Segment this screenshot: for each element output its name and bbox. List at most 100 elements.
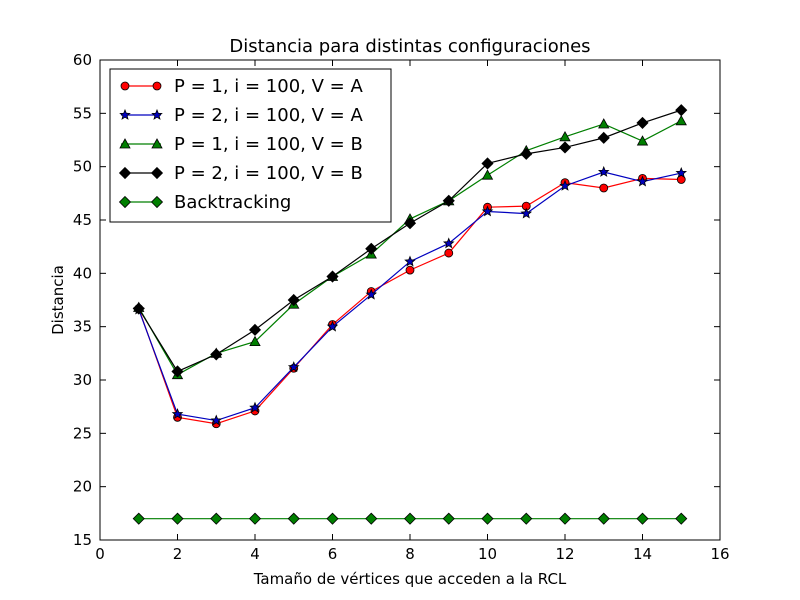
x-tick-label: 16	[710, 545, 729, 563]
legend-marker	[152, 81, 162, 91]
x-tick-label: 14	[633, 545, 652, 563]
data-point	[248, 323, 262, 336]
data-point	[442, 512, 455, 525]
legend-marker	[119, 138, 131, 149]
y-tick-label: 30	[73, 371, 92, 389]
data-point	[636, 512, 649, 525]
legend-label: P = 2, i = 100, V = A	[174, 105, 363, 126]
data-point	[249, 401, 261, 413]
y-tick-label: 35	[73, 318, 92, 336]
data-point	[326, 320, 339, 332]
data-point	[481, 169, 494, 180]
data-point	[520, 147, 533, 160]
data-point	[210, 512, 223, 525]
data-point	[210, 348, 223, 361]
data-point	[403, 217, 417, 230]
data-point	[365, 288, 378, 300]
data-point	[636, 175, 649, 187]
x-tick-label: 0	[95, 545, 105, 563]
data-point	[520, 207, 533, 219]
data-point	[598, 118, 610, 129]
data-point	[171, 408, 184, 420]
legend-marker	[151, 138, 163, 149]
legend-marker	[150, 166, 164, 180]
legend-label: P = 1, i = 100, V = B	[174, 134, 363, 155]
data-point	[675, 114, 687, 126]
legend-item: P = 2, i = 100, V = A	[119, 105, 363, 126]
data-point	[559, 179, 571, 191]
y-axis-label: Distancia	[49, 265, 67, 335]
y-tick-label: 55	[73, 104, 92, 122]
data-point	[404, 255, 416, 267]
legend-label: P = 1, i = 100, V = A	[174, 76, 363, 97]
data-point	[675, 512, 688, 525]
data-point	[442, 194, 455, 207]
legend-item: P = 1, i = 100, V = A	[120, 76, 363, 97]
data-point	[597, 131, 610, 144]
legend-marker	[119, 108, 131, 120]
chart-title: Distancia para distintas configuraciones	[229, 36, 590, 57]
data-point	[481, 205, 494, 217]
data-point	[558, 141, 572, 154]
x-tick-label: 12	[555, 545, 574, 563]
legend-marker	[118, 166, 132, 180]
data-point	[559, 130, 571, 142]
data-point	[365, 242, 378, 255]
x-tick-label: 8	[405, 545, 415, 563]
data-point	[365, 512, 378, 525]
legend-label: P = 2, i = 100, V = B	[174, 163, 363, 184]
x-tick-label: 10	[478, 545, 497, 563]
x-axis-label: Tamaño de vértices que acceden a la RCL	[253, 570, 567, 588]
data-point	[132, 302, 145, 315]
data-point	[597, 512, 610, 525]
data-point	[171, 365, 184, 378]
y-tick-label: 40	[73, 264, 92, 282]
x-tick-label: 4	[250, 545, 260, 563]
legend-item: Backtracking	[118, 192, 291, 213]
data-point	[171, 512, 184, 525]
data-point	[442, 237, 455, 249]
series-5	[132, 512, 688, 525]
y-tick-label: 50	[73, 158, 92, 176]
legend-marker	[151, 108, 163, 120]
legend-marker	[118, 195, 132, 209]
data-point	[675, 104, 688, 117]
y-tick-label: 20	[73, 478, 92, 496]
plot-area: 0 2 4 6 8 10 12 14 16 15 20 25 30 35 40 45 50 55 60	[73, 51, 730, 563]
data-point	[287, 293, 300, 307]
x-tick-label: 6	[328, 545, 338, 563]
data-point	[558, 512, 572, 525]
legend-marker	[150, 195, 164, 209]
y-tick-label: 15	[73, 531, 92, 549]
data-point	[210, 414, 223, 426]
series-4	[132, 104, 688, 378]
legend-label: Backtracking	[174, 192, 291, 213]
data-point	[249, 335, 261, 347]
series-2	[132, 165, 688, 426]
data-point	[597, 165, 610, 177]
data-point	[287, 361, 300, 373]
data-point	[132, 512, 145, 525]
data-point	[636, 116, 649, 129]
data-point	[599, 183, 609, 193]
data-point	[636, 135, 649, 146]
data-point	[287, 512, 300, 525]
data-point	[481, 157, 494, 170]
data-point	[403, 512, 417, 525]
data-point	[444, 248, 454, 258]
x-tick-label: 2	[173, 545, 183, 563]
data-point	[326, 270, 339, 283]
legend-item: P = 1, i = 100, V = B	[119, 134, 363, 155]
y-tick-label: 60	[73, 51, 92, 69]
y-tick-label: 25	[73, 424, 92, 442]
data-point	[675, 166, 688, 178]
data-point	[326, 512, 339, 525]
y-tick-label: 45	[73, 211, 92, 229]
legend: P = 1, i = 100, V = A P = 2, i = 100, V =…	[109, 68, 392, 223]
data-point	[520, 512, 533, 525]
data-point	[481, 512, 494, 525]
data-point	[405, 265, 415, 275]
data-point	[248, 512, 262, 525]
legend-item: P = 2, i = 100, V = B	[118, 163, 363, 184]
